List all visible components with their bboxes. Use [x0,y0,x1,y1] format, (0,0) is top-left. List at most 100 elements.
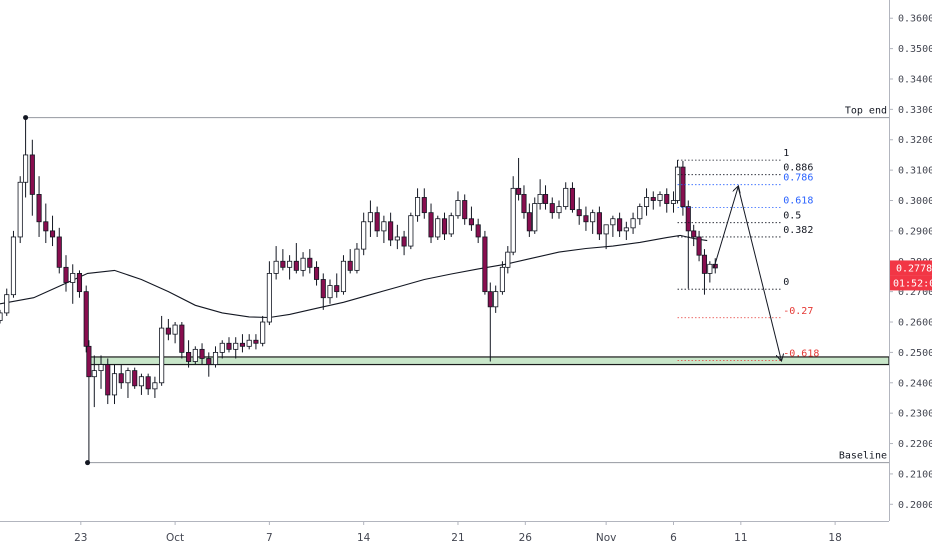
candle [253,334,259,350]
candle-body [537,194,543,204]
candle [401,230,407,256]
candle-body [186,351,192,362]
candle [691,224,697,247]
candle-body [206,358,212,365]
candle-body [680,166,686,207]
candle [327,279,333,304]
candle-body [226,342,232,350]
candle [637,203,643,225]
y-tick-label: 0.2400 [898,378,932,389]
x-tick-label: 6 [670,532,677,544]
horizontal-levels: Top end Baseline [23,106,889,466]
countdown-label: 01:52:00 [893,278,932,289]
candle-body [674,166,681,201]
candle-body [441,218,448,235]
candle [192,346,198,365]
candle-body [253,339,259,344]
candle [381,215,387,244]
fib-level-label: 1 [783,148,789,159]
candle [280,249,286,271]
candle [462,194,468,225]
candle-body [280,260,286,268]
candle-body [63,266,69,283]
projection-path [713,187,781,360]
candle [212,346,219,368]
y-tick-label: 0.2200 [898,439,932,450]
candle [367,200,373,237]
candle [664,188,670,213]
candle-body [549,203,555,214]
candle-body [70,273,76,283]
candle-body [421,197,427,214]
candle [448,212,454,237]
candle [415,188,421,222]
candle [394,224,400,250]
candle-body [596,212,602,235]
moving-average [0,234,708,319]
y-tick-label: 0.2600 [898,318,932,329]
fib-level-label: 0.5 [783,211,801,222]
candle-body [381,221,387,232]
candle [435,215,441,240]
candle [206,352,212,377]
candle [132,367,138,389]
candle [630,212,636,234]
candle [43,203,49,244]
candle-body [91,370,97,378]
candle [532,197,538,234]
candle-body [287,260,293,268]
candle [374,206,380,237]
candle-body [650,197,656,201]
candle-body [468,218,474,226]
candle-body [354,248,360,271]
candle-body [563,187,569,207]
candle [455,191,461,219]
fib-level-label: 0.886 [783,163,813,174]
candle [49,215,56,247]
candle [576,197,582,225]
candle-body [86,345,92,378]
candle-body [630,218,636,229]
y-tick-label: 0.2500 [898,348,932,359]
candle-body [49,230,56,238]
candle-body [374,212,380,232]
candle [17,176,23,244]
candle-body [455,200,461,217]
candle [125,367,131,398]
candle-body [334,285,340,293]
candle [159,315,165,386]
candle-body [623,227,629,232]
candle-body [293,260,299,271]
candle [685,200,691,289]
candle [111,364,118,405]
fib-level-label: -0.618 [783,349,819,360]
candle [526,203,532,237]
y-tick-label: 0.3100 [898,166,932,177]
candle [86,340,92,463]
candle [56,227,62,274]
candle-body [610,218,616,226]
candle-body [526,212,532,232]
y-tick-label: 0.2700 [898,287,932,298]
candle-body [313,266,320,280]
candle-body [165,327,171,335]
x-tick-label: 14 [357,532,371,544]
candle [118,364,124,389]
candle-body [435,218,441,238]
candle-body [159,327,165,384]
candle-body [98,364,104,372]
candle-body [361,221,367,250]
candle [246,334,252,350]
candle-body [105,364,111,396]
candle [569,182,576,213]
level-label: Baseline [839,451,887,462]
candle-body [691,230,697,238]
x-tick-label: Nov [596,532,617,544]
candle-body [590,212,596,223]
candle [179,322,185,359]
ma-line [0,234,708,319]
candle [36,176,42,237]
